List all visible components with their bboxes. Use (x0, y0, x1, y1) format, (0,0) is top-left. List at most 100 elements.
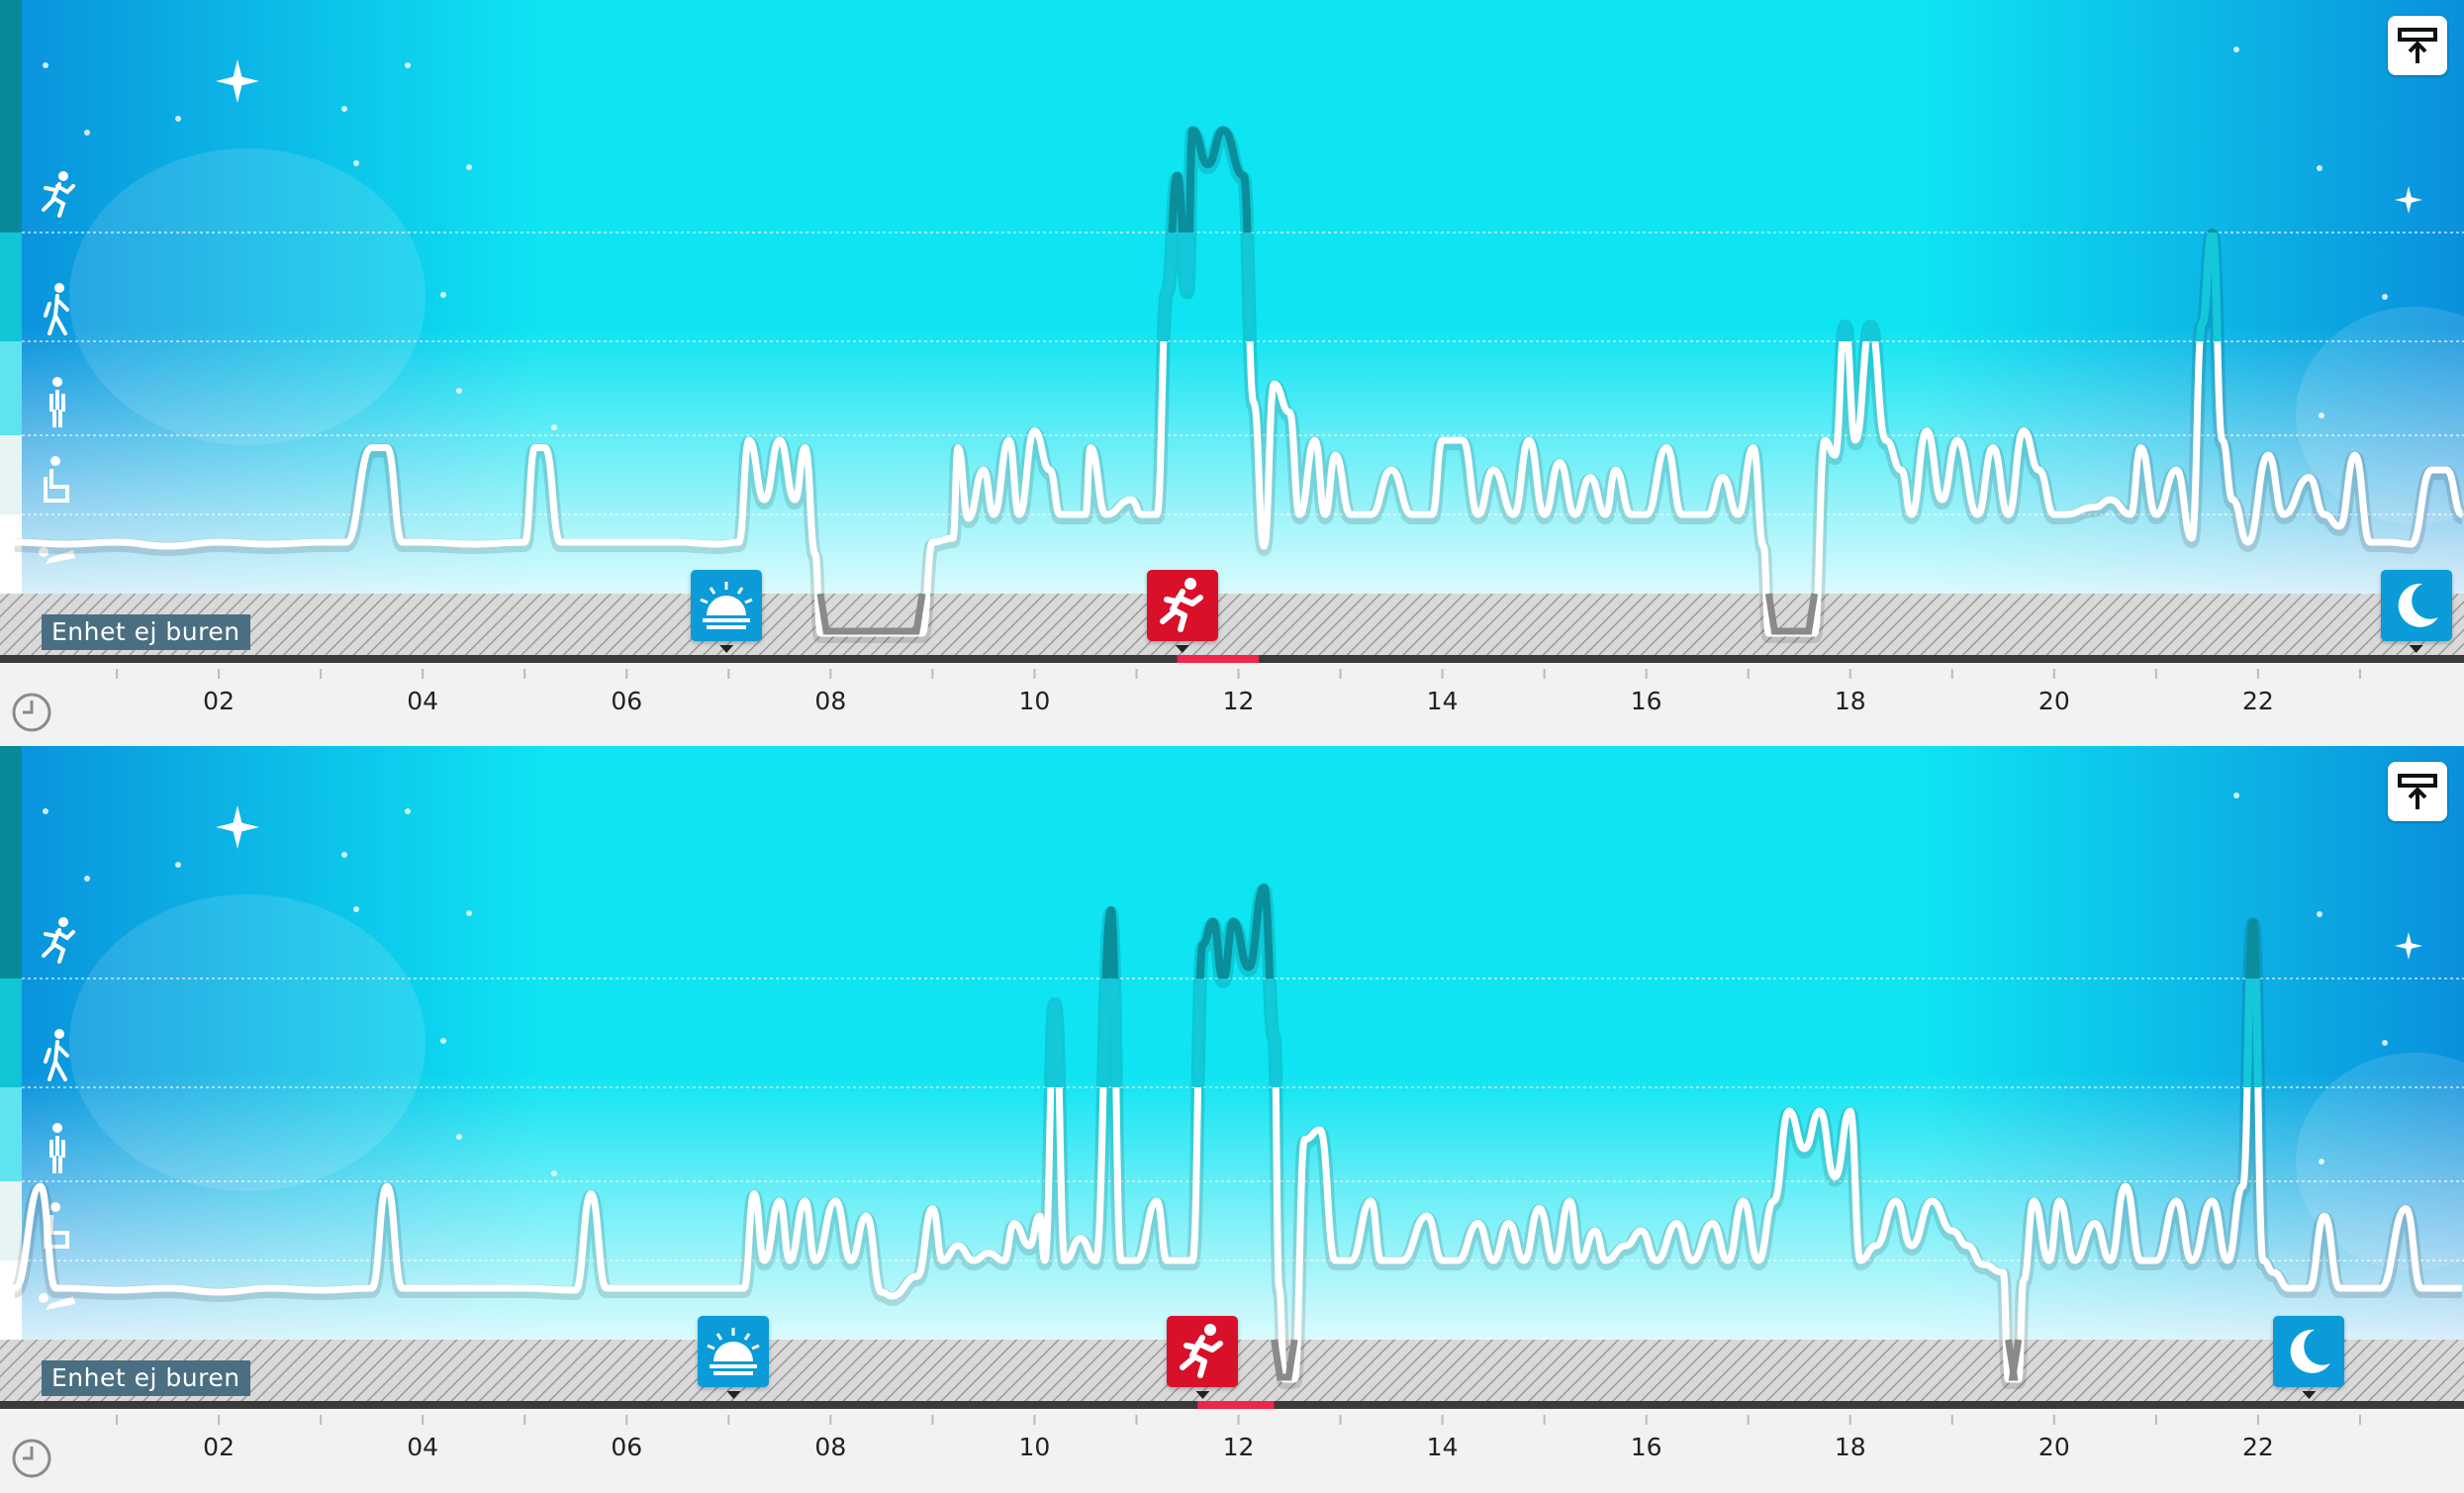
sitting-person-icon (44, 456, 69, 503)
marker-pointer (2302, 1391, 2317, 1399)
star (43, 62, 48, 68)
activity-session-range[interactable] (1177, 655, 1260, 663)
sparkle-star (2395, 932, 2422, 960)
time-tick-label: 04 (407, 687, 439, 715)
time-tick-label: 06 (611, 1433, 643, 1461)
not-worn-segment (816, 593, 926, 635)
time-tick-label: 16 (1630, 1433, 1662, 1461)
time-tick-label: 18 (1834, 687, 1866, 715)
star (2233, 47, 2239, 52)
time-tick-label: 12 (1222, 1433, 1255, 1461)
star (43, 808, 48, 814)
running-person-icon (42, 171, 75, 218)
activity-session-marker[interactable] (1146, 570, 1218, 641)
device-not-worn-label: Enhet ej buren (42, 614, 250, 650)
time-tick-label: 08 (814, 1433, 847, 1461)
sparkle-star (216, 805, 259, 849)
level-band-light (0, 341, 22, 435)
standing-person-icon (49, 377, 65, 427)
time-tick-label: 02 (203, 687, 235, 715)
not-worn-segment (1764, 593, 1819, 635)
star (341, 106, 347, 112)
star (466, 164, 472, 170)
horizon-glow (0, 0, 2464, 594)
activity-trace[interactable] (13, 884, 2462, 1383)
level-band-sleep (0, 1260, 22, 1340)
star (353, 906, 359, 912)
star (2233, 793, 2239, 798)
time-tick-label: 22 (2242, 1433, 2274, 1461)
cloud (69, 894, 426, 1191)
level-band-sedentary (0, 435, 22, 514)
star (466, 910, 472, 916)
star (440, 1038, 446, 1044)
bedtime-marker[interactable] (2380, 570, 2452, 641)
standing-person-icon (49, 1123, 65, 1173)
wake-up-marker[interactable] (691, 570, 763, 641)
device-not-worn-label: Enhet ej buren (42, 1360, 250, 1396)
time-tick-label: 10 (1018, 687, 1051, 715)
bedtime-marker[interactable] (2273, 1316, 2345, 1387)
star (551, 1170, 557, 1176)
marker-pointer (719, 645, 734, 653)
export-icon (2398, 774, 2437, 809)
time-tick-label: 14 (1426, 1433, 1459, 1461)
export-icon (2398, 28, 2437, 63)
export-button[interactable] (2388, 16, 2447, 75)
time-tick-label: 04 (407, 1433, 439, 1461)
star (2317, 911, 2322, 917)
time-tick-label: 02 (203, 1433, 235, 1461)
wake-up-marker[interactable] (698, 1316, 770, 1387)
star (84, 876, 90, 882)
marker-pointer (1195, 1391, 1210, 1399)
day-panel: Enhet ej buren 02 04 06 08 10 12 14 16 18 20 22 (0, 0, 2464, 747)
sunrise-icon (700, 582, 753, 629)
running-person-icon (1159, 578, 1203, 632)
level-band-moderate (0, 979, 22, 1087)
walking-person-icon (44, 1029, 69, 1081)
clock-icon[interactable] (10, 691, 53, 734)
star (440, 292, 446, 298)
lying-person-icon (39, 547, 75, 564)
not-worn-strip (0, 594, 2464, 655)
time-tick-label: 12 (1222, 687, 1255, 715)
star (175, 862, 181, 868)
not-worn-segment (1271, 1339, 1298, 1381)
star (2382, 1040, 2388, 1046)
moon-icon (2398, 583, 2438, 627)
star (2317, 165, 2322, 171)
time-tick-label: 22 (2242, 687, 2274, 715)
star (456, 1134, 462, 1140)
time-tick-label: 06 (611, 687, 643, 715)
star (353, 160, 359, 166)
star (2319, 1159, 2324, 1165)
sparkle-star (216, 59, 259, 103)
marker-pointer (1175, 645, 1189, 653)
clock-icon[interactable] (10, 1437, 53, 1480)
level-band-moderate (0, 233, 22, 341)
activity-session-marker[interactable] (1167, 1316, 1239, 1387)
running-person-icon (42, 917, 75, 964)
cloud (2296, 307, 2464, 524)
not-worn-segment (2005, 1339, 2023, 1381)
level-band-light (0, 1087, 22, 1181)
time-tick-label: 10 (1018, 1433, 1051, 1461)
sunrise-icon (707, 1328, 761, 1375)
star (84, 130, 90, 136)
star (405, 808, 411, 814)
time-tick-label: 16 (1630, 687, 1662, 715)
activity-session-range[interactable] (1197, 1401, 1275, 1409)
star (175, 116, 181, 122)
star (2319, 413, 2324, 419)
export-button[interactable] (2388, 762, 2447, 821)
activity-trace[interactable] (14, 127, 2464, 637)
walking-person-icon (44, 283, 69, 335)
time-tick-label: 14 (1426, 687, 1459, 715)
star (341, 852, 347, 858)
time-tick-label: 20 (2038, 1433, 2070, 1461)
star (551, 424, 557, 430)
star (456, 388, 462, 394)
sparkle-star (2395, 186, 2422, 214)
activity-chart[interactable] (0, 0, 2464, 747)
star (405, 62, 411, 68)
